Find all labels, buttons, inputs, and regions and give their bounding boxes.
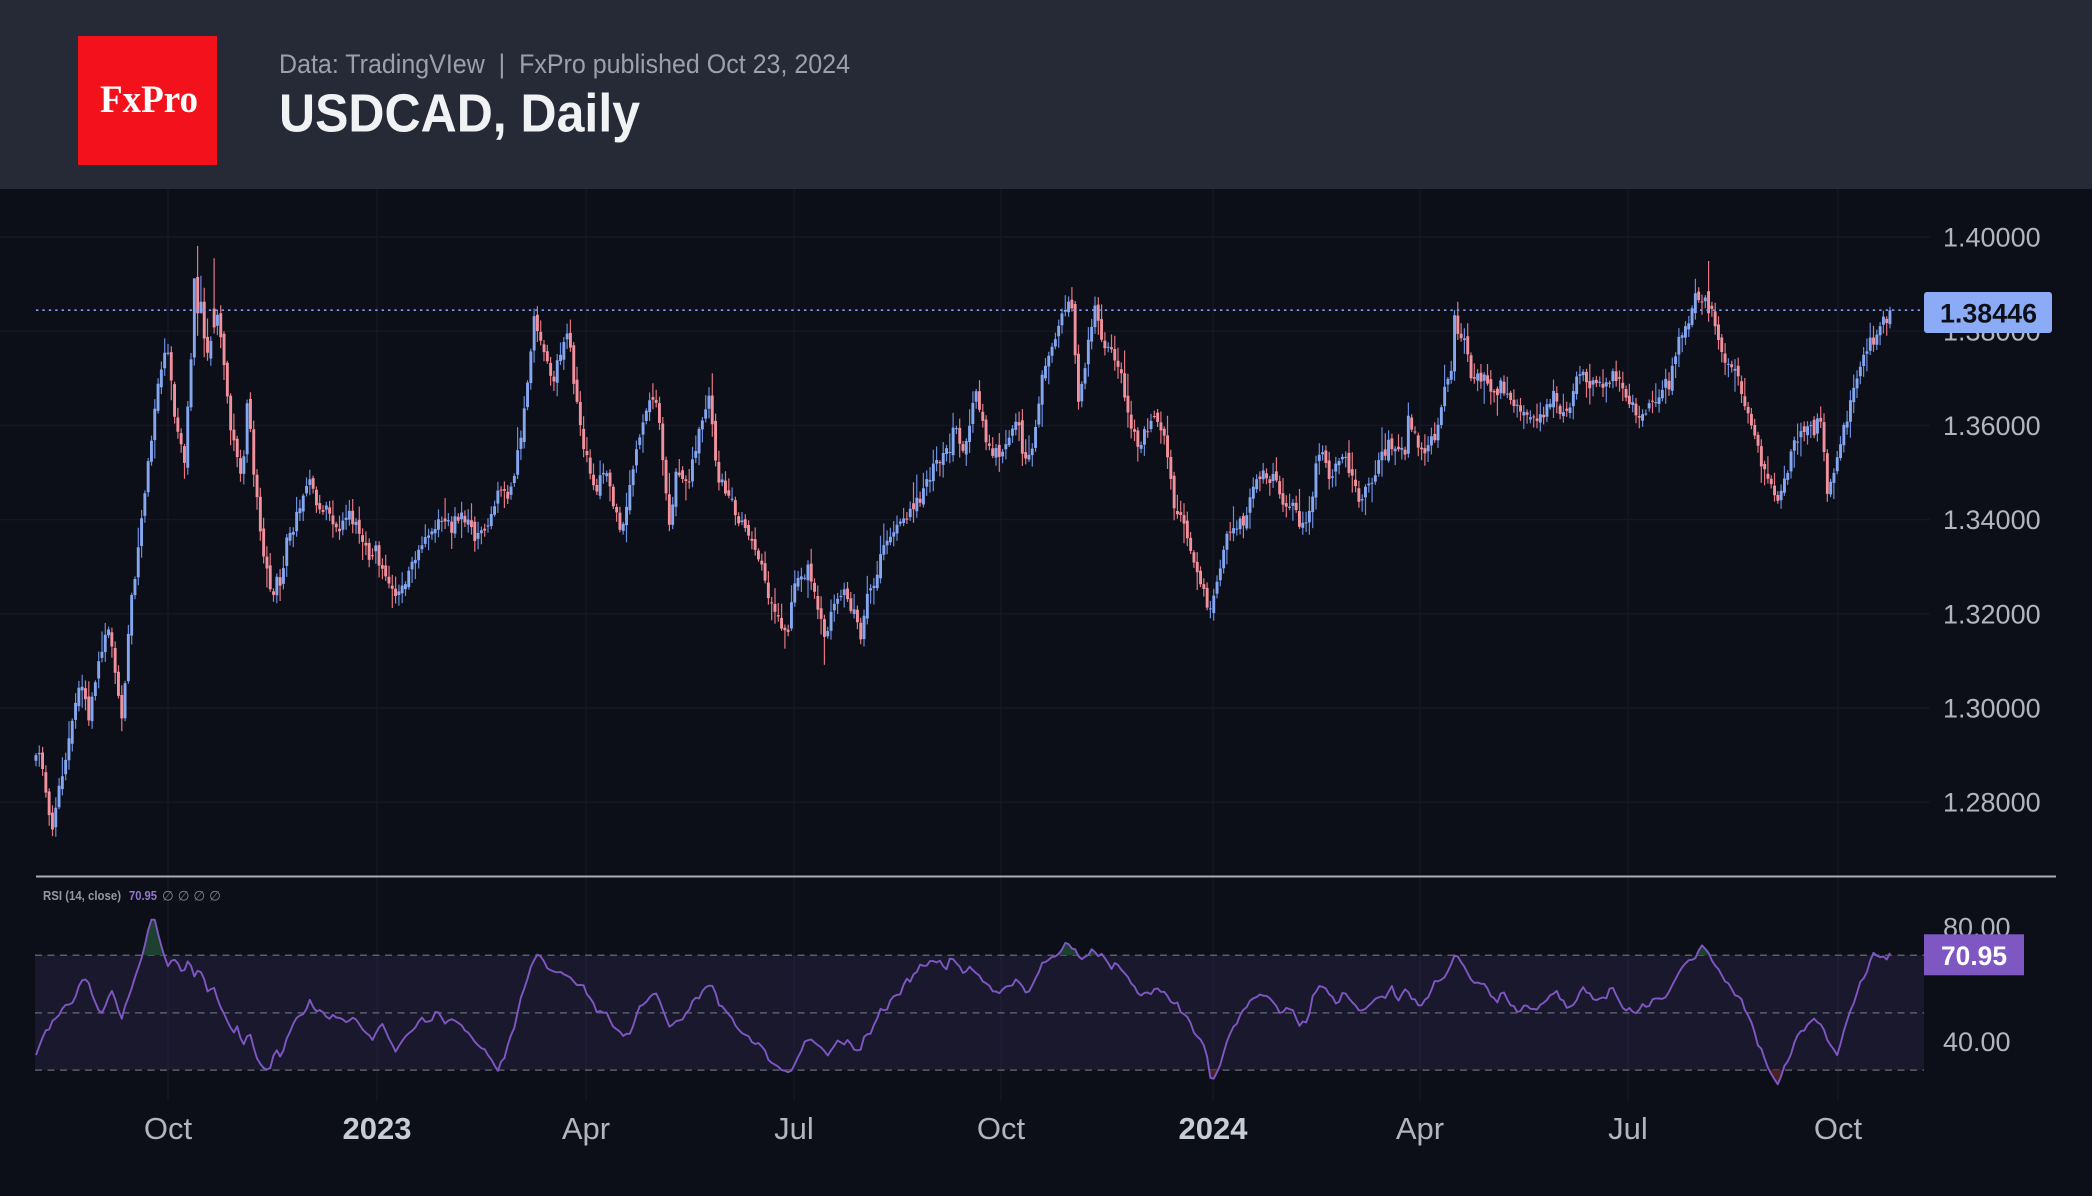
- svg-text:1.38446: 1.38446: [1940, 299, 2037, 329]
- svg-text:Apr: Apr: [562, 1111, 610, 1146]
- svg-text:1.36000: 1.36000: [1943, 411, 2041, 441]
- svg-text:Oct: Oct: [977, 1111, 1026, 1146]
- svg-text:RSI (14, close): RSI (14, close): [43, 889, 121, 903]
- svg-text:1.40000: 1.40000: [1943, 223, 2041, 253]
- svg-text:USDCAD, Daily: USDCAD, Daily: [279, 84, 640, 144]
- svg-text:Apr: Apr: [1396, 1111, 1444, 1146]
- svg-text:Oct: Oct: [144, 1111, 193, 1146]
- svg-text:1.28000: 1.28000: [1943, 788, 2041, 818]
- svg-text:1.30000: 1.30000: [1943, 694, 2041, 724]
- svg-text:1.32000: 1.32000: [1943, 599, 2041, 629]
- svg-text:∅: ∅: [178, 889, 190, 904]
- svg-text:Jul: Jul: [1608, 1111, 1648, 1146]
- svg-text:70.95: 70.95: [1941, 941, 2007, 971]
- svg-text:∅: ∅: [209, 889, 221, 904]
- svg-text:1.34000: 1.34000: [1943, 505, 2041, 535]
- svg-text:70.95: 70.95: [129, 889, 157, 903]
- svg-text:Oct: Oct: [1814, 1111, 1863, 1146]
- svg-text:2024: 2024: [1179, 1111, 1249, 1146]
- svg-text:∅: ∅: [162, 889, 174, 904]
- svg-text:∅: ∅: [193, 889, 205, 904]
- svg-text:Data: TradingVIew | FxPro pu: Data: TradingVIew | FxPro published Oct …: [279, 49, 850, 79]
- svg-text:Jul: Jul: [774, 1111, 814, 1146]
- svg-text:2023: 2023: [343, 1111, 412, 1146]
- svg-text:FxPro: FxPro: [100, 78, 198, 121]
- svg-text:40.00: 40.00: [1943, 1027, 2011, 1057]
